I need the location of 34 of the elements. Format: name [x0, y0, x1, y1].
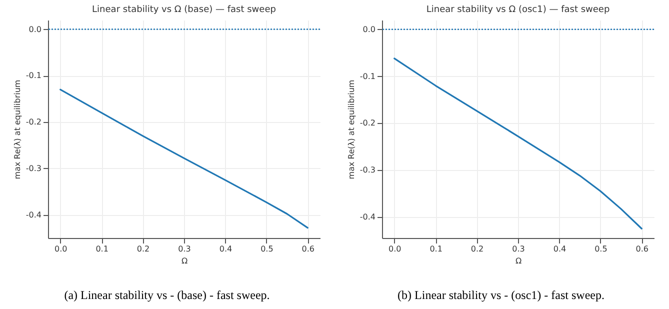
x-tick-label: 0.1 [430, 244, 442, 254]
x-tick-label: 0.4 [553, 244, 566, 254]
y-tick-label: -0.2 [26, 118, 42, 127]
x-tick-label: 0.6 [636, 244, 649, 254]
x-tick-label: 0.6 [302, 244, 315, 254]
y-tick-label: -0.1 [360, 72, 376, 81]
line-series [60, 88, 308, 229]
line-series [394, 58, 642, 230]
y-axis-title: max Re(λ) at equilibrium [346, 80, 356, 180]
x-tick-label: 0.3 [512, 244, 525, 254]
text: (b) Linear stability vs - (osc1) - fast sweep. [398, 288, 604, 303]
x-tick-label: 0.5 [594, 244, 608, 254]
x-tick-label: 0.1 [96, 244, 108, 254]
x-tick-label: 0.0 [388, 244, 402, 254]
y-tick-label: -0.1 [26, 71, 42, 80]
y-tick-label: -0.3 [26, 164, 42, 173]
x-axis-title: Ω [515, 256, 522, 266]
x-axis-title: Ω [181, 256, 188, 266]
y-tick-label: -0.4 [360, 212, 376, 222]
y-tick-label: 0.0 [28, 24, 42, 34]
x-tick-label: 0.5 [260, 244, 274, 254]
chart-title: Linear stability vs Ω (base) — fast sweep [92, 5, 276, 15]
chart-title: Linear stability vs Ω (osc1) — fast sweep [426, 5, 610, 15]
y-axis-title: max Re(λ) at equilibrium [12, 80, 22, 180]
x-tick-label: 0.2 [470, 244, 484, 254]
y-tick-label: -0.4 [26, 210, 42, 220]
x-tick-label: 0.0 [54, 244, 68, 254]
text: (a) Linear stability vs - (base) - fast sweep. [64, 288, 270, 303]
y-tick-label: 0.0 [362, 24, 376, 34]
x-tick-label: 0.2 [136, 244, 150, 254]
x-tick-label: 0.3 [178, 244, 191, 254]
y-tick-label: -0.3 [360, 166, 376, 175]
x-tick-label: 0.4 [219, 244, 232, 254]
y-tick-label: -0.2 [360, 118, 376, 128]
